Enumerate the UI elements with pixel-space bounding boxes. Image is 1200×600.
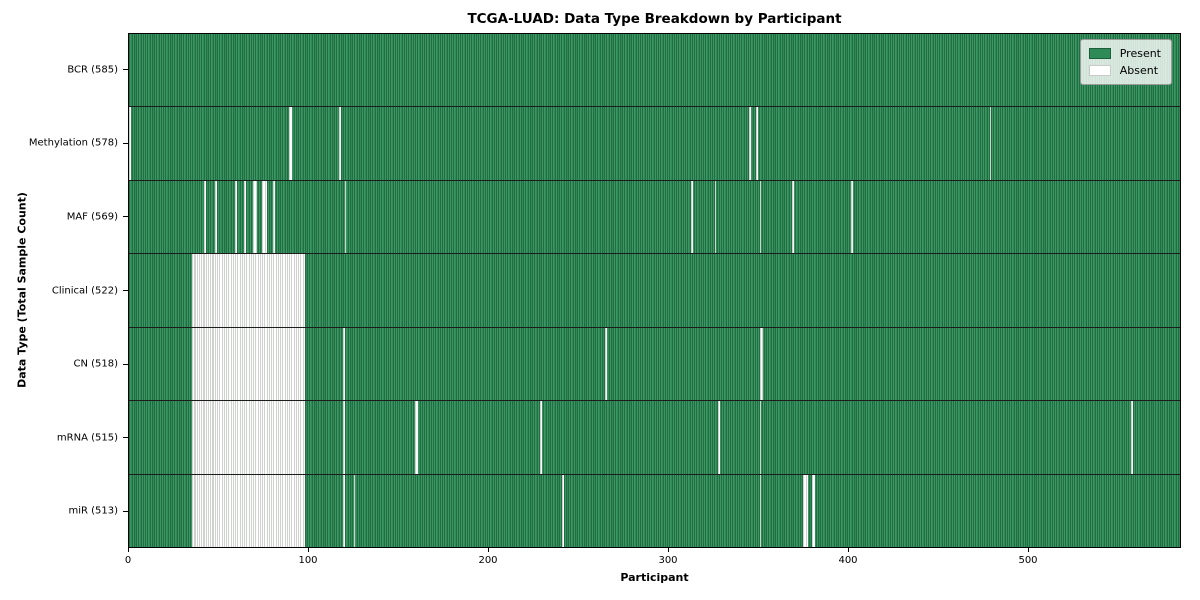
absent-stripe [759, 401, 762, 474]
absent-stripe [272, 180, 275, 254]
absent-stripe [344, 180, 347, 254]
y-tick-mark [123, 290, 128, 291]
row-clinical [129, 254, 1180, 328]
y-tick-label-bcr: BCR (585) [67, 64, 118, 76]
absent-stripe [561, 474, 564, 547]
chart-title: TCGA-LUAD: Data Type Breakdown by Partic… [467, 11, 842, 27]
absent-stripe [252, 180, 257, 254]
absent-stripe [129, 107, 131, 180]
legend-label-present: Present [1119, 47, 1161, 60]
absent-stripe [748, 107, 751, 180]
absent-stripe [718, 401, 721, 474]
present-swatch-icon [1088, 48, 1111, 59]
absent-stripe [989, 107, 992, 180]
absent-swatch-icon [1088, 65, 1111, 76]
x-tick-label-200: 200 [478, 555, 498, 566]
y-tick-marks [123, 33, 128, 548]
y-tick-mark [123, 510, 128, 512]
row-mrna [129, 401, 1180, 475]
absent-stripe [191, 254, 306, 327]
legend-entry-present: Present [1088, 45, 1161, 62]
absent-stripe [811, 474, 816, 547]
absent-stripe [756, 107, 758, 180]
y-tick-label-methylation: Methylation (578) [28, 137, 118, 149]
absent-stripe [1131, 401, 1134, 474]
y-tick-mark [123, 216, 128, 218]
legend-entry-absent: Absent [1088, 62, 1161, 79]
x-tick-mark [308, 548, 309, 552]
y-tick-label-maf: MAF (569) [66, 211, 118, 223]
x-tick-mark [128, 548, 129, 552]
absent-stripe [261, 180, 268, 254]
absent-stripe [540, 401, 543, 474]
x-tick-area: 0 100 200 300 400 500 [124, 548, 1181, 578]
y-tick-mark [123, 142, 128, 144]
legend: Present Absent [1079, 39, 1172, 85]
x-tick-label-100: 100 [298, 555, 318, 566]
row-cn [129, 327, 1180, 402]
x-tick-label-500: 500 [1018, 555, 1038, 566]
absent-stripe [342, 327, 345, 401]
row-bcr [129, 34, 1180, 108]
row-methylation [129, 107, 1180, 181]
absent-stripe [414, 401, 419, 474]
y-tick-mark [123, 69, 128, 71]
plot-area: Present Absent [128, 33, 1181, 548]
x-tick-mark [848, 548, 849, 552]
absent-stripe [342, 401, 345, 474]
absent-stripe [353, 474, 356, 547]
y-tick-labels: BCR (585) Methylation (578) MAF (569) Clini… [0, 33, 118, 548]
absent-stripe [759, 474, 762, 547]
absent-stripe [191, 327, 306, 401]
row-maf [129, 180, 1180, 255]
y-tick-mark [123, 437, 128, 439]
y-tick-label-clinical: Clinical (522) [51, 285, 118, 296]
absent-stripe [191, 401, 306, 474]
absent-stripe [791, 180, 794, 254]
absent-stripe [691, 180, 694, 254]
x-tick-mark [488, 548, 489, 552]
absent-stripe [288, 107, 293, 180]
absent-stripe [342, 474, 345, 547]
absent-stripe [215, 180, 218, 254]
x-tick-label-300: 300 [658, 555, 678, 566]
absent-stripe [204, 180, 207, 254]
legend-label-absent: Absent [1119, 64, 1159, 77]
absent-stripe [605, 327, 607, 401]
absent-stripe [759, 327, 764, 401]
absent-stripe [851, 180, 853, 254]
x-tick-mark [668, 548, 669, 552]
y-tick-label-mir: miR (513) [68, 505, 118, 517]
x-tick-label-400: 400 [838, 555, 858, 566]
absent-stripe [191, 474, 306, 547]
y-tick-mark [123, 363, 128, 365]
absent-stripe [234, 180, 237, 254]
y-tick-label-cn: CN (518) [73, 358, 118, 370]
x-axis-label: Participant [620, 571, 689, 584]
absent-stripe [802, 474, 809, 547]
absent-stripe [714, 180, 717, 254]
y-tick-label-mrna: mRNA (515) [56, 432, 118, 444]
absent-stripe [243, 180, 246, 254]
row-mir [129, 474, 1180, 547]
x-tick-label-0: 0 [124, 555, 132, 566]
x-tick-mark [1028, 548, 1029, 552]
absent-stripe [339, 107, 341, 180]
absent-stripe [759, 180, 762, 254]
